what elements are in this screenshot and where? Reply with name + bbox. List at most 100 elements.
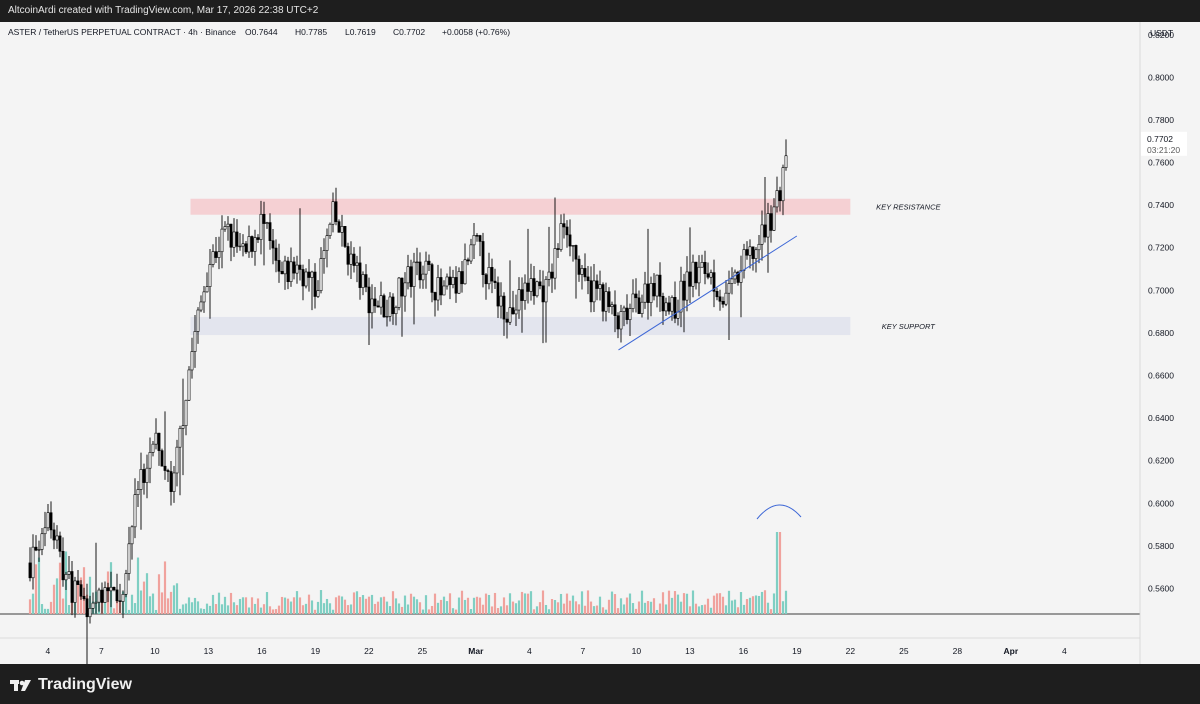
volume-bar: [160, 592, 164, 614]
volume-bar: [376, 601, 380, 614]
candle-body: [724, 292, 728, 305]
x-tick-label: 7: [99, 646, 104, 656]
candle-body: [760, 224, 764, 245]
candle-body: [208, 264, 212, 287]
candle-body: [604, 291, 608, 312]
y-tick-label: 0.8200: [1148, 30, 1174, 40]
candle-body: [334, 201, 338, 222]
candle-body: [70, 571, 74, 603]
candle-body: [751, 246, 755, 259]
candle-body: [361, 274, 365, 288]
volume-bar: [235, 605, 239, 614]
candle-body: [139, 469, 143, 490]
candle-body: [526, 282, 530, 292]
volume-bar: [784, 590, 788, 614]
candle-body: [337, 221, 341, 233]
volume-bar: [55, 578, 59, 614]
candle-body: [415, 261, 419, 264]
volume-bar: [271, 609, 275, 614]
candle-body: [31, 546, 35, 579]
candle-body: [247, 236, 251, 253]
attribution-text: AltcoinArdi created with TradingView.com…: [8, 5, 319, 16]
candle-body: [289, 261, 293, 283]
volume-bar: [703, 604, 707, 614]
volume-bar: [475, 596, 479, 614]
candle-body: [742, 249, 746, 271]
candle-body: [496, 282, 500, 307]
volume-bar: [196, 601, 200, 614]
volume-bar: [232, 602, 236, 614]
volume-bar: [289, 601, 293, 614]
volume-bar: [391, 591, 395, 614]
volume-bar: [184, 603, 188, 614]
candle-body: [520, 289, 524, 301]
candle-body: [703, 261, 707, 274]
candle-body: [670, 297, 674, 312]
candle-body: [613, 304, 617, 317]
volume-bar: [778, 532, 782, 614]
candle-body: [736, 271, 740, 283]
candle-body: [97, 589, 101, 603]
volume-bar: [424, 595, 428, 614]
volume-bar: [103, 599, 107, 614]
volume-bar: [445, 601, 449, 614]
volume-bar: [718, 593, 722, 614]
x-tick-label: 22: [846, 646, 856, 656]
volume-bar: [331, 609, 335, 614]
volume-bar: [382, 596, 386, 614]
currency-label: USDT: [1150, 28, 1173, 38]
volume-bar: [226, 605, 230, 614]
chart-panel[interactable]: KEY RESISTANCE KEY SUPPORT 0.7702 03:21:20…: [0, 22, 1200, 664]
candle-body: [523, 282, 527, 301]
candle-body: [754, 249, 758, 259]
candle-body: [472, 235, 476, 246]
candle-body: [577, 258, 581, 275]
volume-bar: [739, 592, 743, 614]
volume-bar: [388, 606, 392, 614]
volume-bar: [742, 604, 746, 614]
x-tick-label: 25: [418, 646, 428, 656]
volume-bar: [601, 607, 605, 614]
volume-bar: [592, 606, 596, 614]
volume-bar: [652, 598, 656, 614]
candle-body: [241, 243, 245, 247]
candle-body: [589, 280, 593, 303]
candle-body: [547, 271, 551, 280]
candle-body: [631, 293, 635, 309]
candle-body: [397, 277, 401, 308]
volume-bar: [421, 609, 425, 614]
candle-body: [316, 290, 320, 297]
x-tick-label: Apr: [1004, 646, 1019, 656]
volume-bar: [316, 601, 320, 614]
volume-bar: [115, 596, 119, 614]
candle-body: [103, 587, 107, 603]
candle-body: [373, 298, 377, 307]
price-chart[interactable]: KEY RESISTANCE KEY SUPPORT 0.770203:21:20…: [0, 22, 1200, 664]
candle-body: [322, 250, 326, 259]
candle-body: [490, 267, 494, 282]
candle-body: [391, 296, 395, 315]
x-tick-label: 19: [792, 646, 802, 656]
tradingview-logo[interactable]: TradingView: [10, 676, 132, 694]
volume-bar: [394, 598, 398, 614]
volume-bar: [697, 606, 701, 614]
candle-body: [196, 309, 200, 332]
volume-bar: [292, 597, 296, 614]
x-tick-label: 13: [685, 646, 695, 656]
candle-body: [688, 271, 692, 287]
volume-bar: [187, 597, 191, 614]
volume-bar: [439, 599, 443, 614]
candle-body: [28, 562, 32, 579]
candle-body: [697, 266, 701, 284]
candle-body: [646, 283, 650, 303]
volume-bar: [358, 597, 362, 614]
volume-bar: [34, 564, 38, 614]
candle-body: [88, 608, 92, 618]
candle-body: [124, 573, 128, 595]
candle-body: [307, 271, 311, 278]
candle-body: [145, 467, 149, 483]
candle-body: [340, 226, 344, 233]
volume-bar: [721, 596, 725, 614]
candle-body: [535, 281, 539, 297]
